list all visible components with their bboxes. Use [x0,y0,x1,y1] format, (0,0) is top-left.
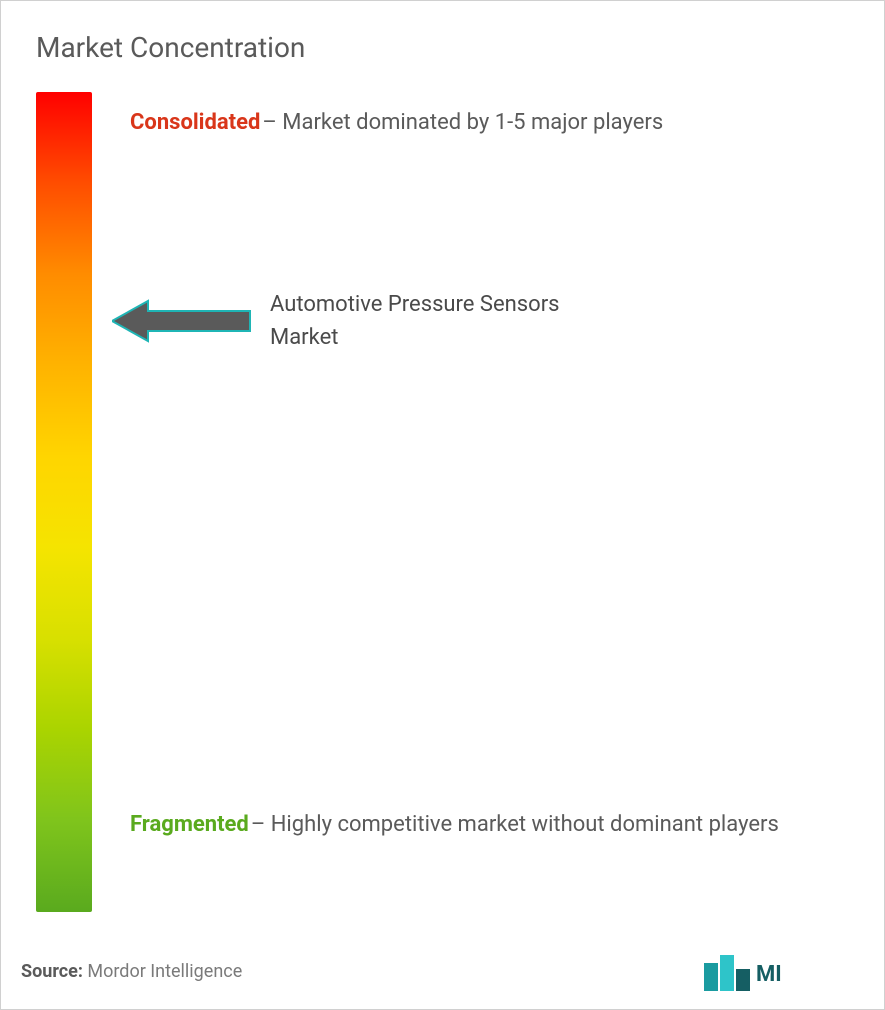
concentration-gradient-bar [36,92,92,912]
market-position-marker: Automotive Pressure Sensors Market [112,288,570,354]
footer: Source: Mordor Intelligence MI [21,951,864,991]
consolidated-key: Consolidated [130,100,260,146]
market-name-label: Automotive Pressure Sensors Market [270,288,570,354]
mi-logo-icon: MI [704,951,784,991]
consolidated-desc: – Market dominated by 1-5 major players [262,100,663,146]
text-column: Consolidated – Market dominated by 1-5 m… [92,92,849,932]
infographic-container: Market Concentration Consolidated – Mark… [0,0,885,1010]
fragmented-desc: – Highly competitive market without domi… [251,802,779,848]
brand-logo: MI [704,951,784,991]
fragmented-key: Fragmented [130,802,249,848]
scale-label-fragmented: Fragmented – Highly competitive market w… [130,802,849,848]
source-label: Source: [21,961,83,982]
source-attribution: Source: Mordor Intelligence [21,961,242,982]
arrow-left-icon [112,299,252,343]
content-area: Consolidated – Market dominated by 1-5 m… [36,92,849,932]
source-value: Mordor Intelligence [83,961,242,982]
scale-label-consolidated: Consolidated – Market dominated by 1-5 m… [130,100,849,146]
svg-text:MI: MI [756,962,782,987]
page-title: Market Concentration [36,31,849,64]
